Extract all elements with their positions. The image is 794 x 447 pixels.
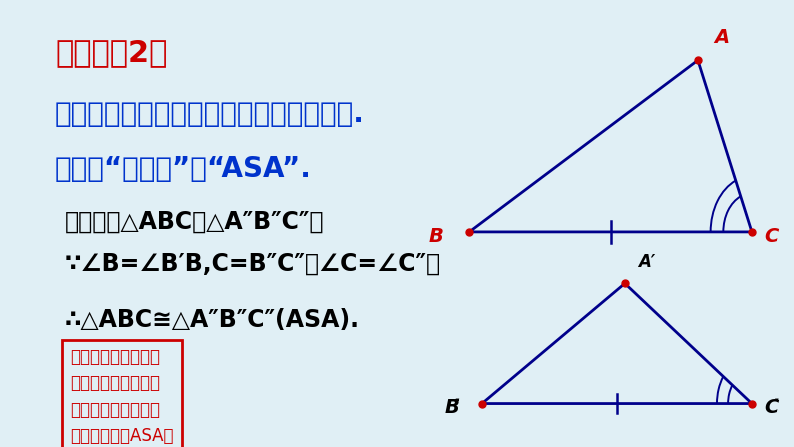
Text: ∴△ABC≅△A″B″C″(ASA).: ∴△ABC≅△A″B″C″(ASA). <box>65 308 360 332</box>
Text: 提示：登录优教同步
学习网，搜索动画演
示：两个三角形全等
的判定方法（ASA）: 提示：登录优教同步 学习网，搜索动画演 示：两个三角形全等 的判定方法（ASA） <box>70 348 174 445</box>
Text: 简写成“角边角”或“ASA”.: 简写成“角边角”或“ASA”. <box>55 155 312 183</box>
Text: Ḃ: Ḃ <box>445 398 460 417</box>
Text: B: B <box>429 227 444 246</box>
Text: C: C <box>765 227 779 246</box>
Text: ∵∠B=∠B′B,C=B″C″，∠C=∠C″，: ∵∠B=∠B′B,C=B″C″，∠C=∠C″， <box>65 252 441 276</box>
Text: Ċ: Ċ <box>765 398 779 417</box>
Text: A: A <box>714 28 729 47</box>
Text: 如图，在△ABC与△A″B″C″中: 如图，在△ABC与△A″B″C″中 <box>65 210 325 234</box>
Text: A′: A′ <box>638 253 655 270</box>
Text: 两角及其夹边分别相等的两个三角形全等.: 两角及其夹边分别相等的两个三角形全等. <box>55 100 365 128</box>
Text: 判定方法2：: 判定方法2： <box>55 38 168 67</box>
